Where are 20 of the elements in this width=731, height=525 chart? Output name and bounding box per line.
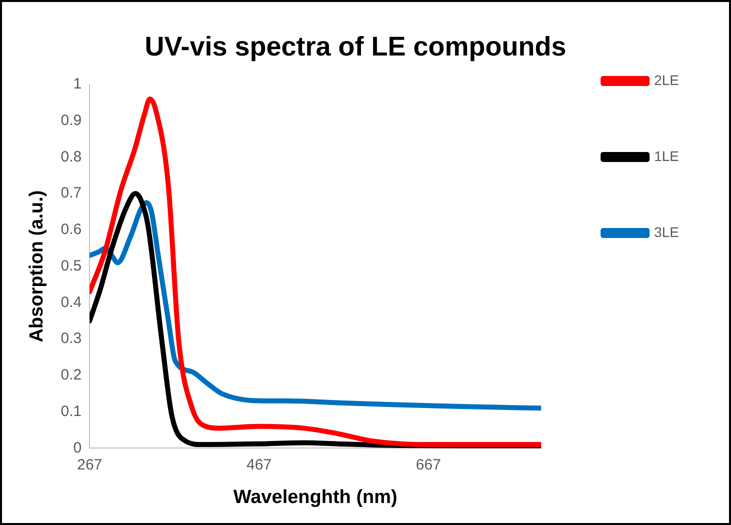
y-tick-label: 0 [73, 439, 82, 456]
chart-title: UV-vis spectra of LE compounds [144, 32, 566, 62]
legend-label: 2LE [654, 72, 680, 88]
y-tick-label: 0.2 [60, 366, 82, 384]
y-axis-title: Absorption (a.u.) [26, 190, 48, 342]
y-tick-label: 0.8 [60, 148, 82, 166]
y-tick-label: 0.6 [60, 221, 82, 238]
y-tick-label: 0.9 [60, 112, 82, 129]
x-tick-label: 667 [416, 456, 441, 474]
y-tick-label: 0.5 [60, 257, 82, 274]
x-tick-label: 467 [246, 456, 272, 474]
y-tick-label: 0.7 [60, 184, 82, 202]
y-tick-label: 1 [73, 76, 82, 93]
x-tick-label: 267 [77, 456, 102, 474]
legend-label: 3LE [654, 224, 680, 240]
y-tick-label: 0.4 [60, 294, 82, 311]
x-axis-title: Wavelenghth (nm) [233, 486, 398, 508]
y-tick-label: 0.3 [60, 330, 82, 348]
legend-label: 1LE [654, 148, 680, 164]
y-tick-label: 0.1 [60, 402, 82, 420]
